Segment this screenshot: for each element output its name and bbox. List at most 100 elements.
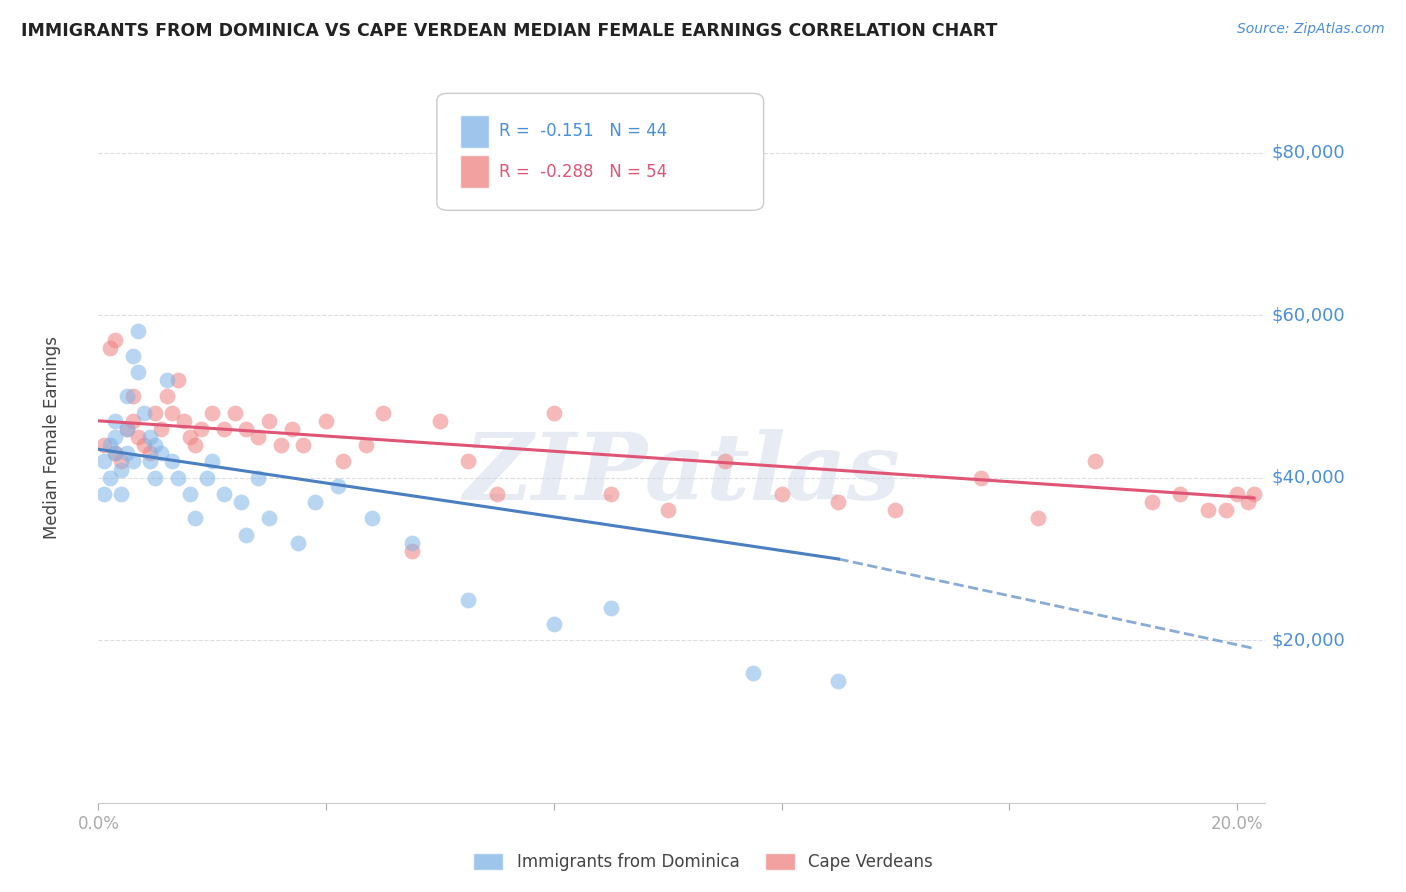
Point [104, 446, 127, 460]
Point [190, 422, 212, 436]
Legend: Immigrants from Dominica, Cape Verdeans: Immigrants from Dominica, Cape Verdeans [465, 845, 941, 880]
Point [132, 406, 155, 420]
Text: $40,000: $40,000 [1271, 468, 1346, 487]
Point [104, 446, 127, 460]
Point [770, 487, 793, 501]
Point [110, 487, 132, 501]
Point [121, 454, 143, 468]
Point [104, 430, 127, 444]
Point [401, 544, 423, 558]
Point [1243, 487, 1265, 501]
Point [229, 495, 252, 509]
Point [115, 446, 138, 460]
Point [167, 373, 190, 387]
Point [657, 503, 679, 517]
Point [104, 333, 127, 347]
Point [827, 495, 849, 509]
Point [713, 454, 735, 468]
Point [143, 406, 166, 420]
Point [138, 430, 160, 444]
Point [127, 430, 149, 444]
Point [212, 487, 235, 501]
Point [156, 373, 179, 387]
Point [371, 406, 394, 420]
Point [235, 527, 257, 541]
Point [93, 454, 115, 468]
FancyBboxPatch shape [460, 155, 489, 188]
Point [150, 446, 173, 460]
Point [104, 414, 127, 428]
Point [184, 438, 207, 452]
Text: ZIPatlas: ZIPatlas [464, 429, 900, 518]
Point [1084, 454, 1107, 468]
Point [98, 341, 121, 355]
FancyBboxPatch shape [460, 115, 489, 148]
Point [115, 389, 138, 403]
Point [98, 438, 121, 452]
Point [132, 438, 155, 452]
Point [827, 673, 849, 688]
Text: $20,000: $20,000 [1271, 632, 1346, 649]
Point [201, 406, 224, 420]
Point [292, 438, 315, 452]
Point [1215, 503, 1237, 517]
Point [360, 511, 382, 525]
Point [304, 495, 326, 509]
Point [1237, 495, 1260, 509]
Point [121, 389, 143, 403]
Point [110, 462, 132, 476]
Point [173, 414, 195, 428]
Point [201, 454, 224, 468]
Point [143, 438, 166, 452]
Point [1026, 511, 1049, 525]
Point [257, 414, 280, 428]
Point [98, 471, 121, 485]
Text: R =  -0.151   N = 44: R = -0.151 N = 44 [499, 122, 666, 140]
Text: Median Female Earnings: Median Female Earnings [42, 335, 60, 539]
Point [1140, 495, 1163, 509]
Point [115, 422, 138, 436]
Text: $80,000: $80,000 [1271, 144, 1344, 161]
Point [246, 430, 269, 444]
Point [742, 665, 765, 680]
Point [184, 511, 207, 525]
Point [224, 406, 246, 420]
Point [143, 471, 166, 485]
Point [485, 487, 508, 501]
Point [1198, 503, 1220, 517]
Point [1226, 487, 1249, 501]
Point [457, 592, 479, 607]
Point [326, 479, 349, 493]
Point [281, 422, 304, 436]
Point [315, 414, 337, 428]
Point [138, 446, 160, 460]
Point [457, 454, 479, 468]
Point [121, 414, 143, 428]
Point [162, 454, 184, 468]
Text: Source: ZipAtlas.com: Source: ZipAtlas.com [1237, 22, 1385, 37]
Point [884, 503, 907, 517]
Point [162, 406, 184, 420]
Text: R =  -0.288   N = 54: R = -0.288 N = 54 [499, 162, 666, 180]
Text: IMMIGRANTS FROM DOMINICA VS CAPE VERDEAN MEDIAN FEMALE EARNINGS CORRELATION CHAR: IMMIGRANTS FROM DOMINICA VS CAPE VERDEAN… [21, 22, 997, 40]
Point [156, 389, 179, 403]
Point [110, 454, 132, 468]
Point [179, 487, 201, 501]
Point [429, 414, 451, 428]
Point [599, 487, 621, 501]
Point [179, 430, 201, 444]
Point [93, 487, 115, 501]
FancyBboxPatch shape [437, 94, 763, 211]
Point [1168, 487, 1191, 501]
Point [195, 471, 218, 485]
Point [970, 471, 993, 485]
Point [121, 349, 143, 363]
Point [543, 406, 565, 420]
Point [257, 511, 280, 525]
Point [127, 365, 149, 379]
Text: $60,000: $60,000 [1271, 306, 1344, 324]
Point [138, 454, 160, 468]
Point [270, 438, 292, 452]
Point [93, 438, 115, 452]
Point [167, 471, 190, 485]
